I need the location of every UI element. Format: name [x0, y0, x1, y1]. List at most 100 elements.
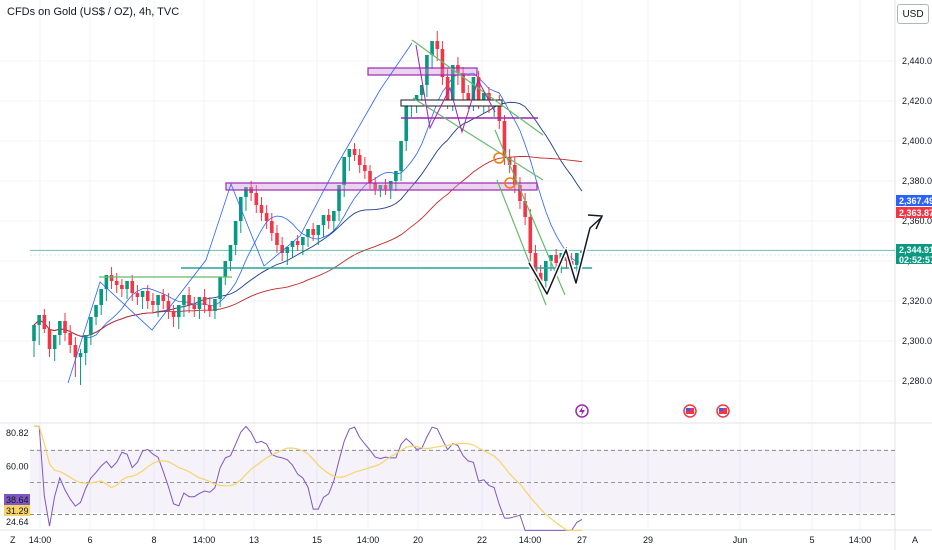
- candle: [306, 229, 310, 247]
- candles[interactable]: [32, 31, 584, 385]
- candle-body: [347, 149, 352, 157]
- candle-body: [166, 301, 171, 311]
- candle-body: [94, 305, 98, 317]
- candle: [182, 295, 186, 317]
- candle: [512, 157, 517, 193]
- candle: [47, 321, 52, 357]
- candle: [270, 213, 274, 241]
- candle-body: [52, 335, 57, 349]
- candle-body: [254, 193, 259, 205]
- rsi-value-badge: [4, 505, 30, 516]
- ma-slow-line: [33, 155, 583, 337]
- time-tick-label: 14:00: [29, 535, 52, 545]
- candle-body: [156, 295, 160, 305]
- resistance-box: [367, 67, 478, 76]
- candle-body: [78, 353, 83, 357]
- candle: [130, 275, 135, 301]
- drawings[interactable]: [67, 39, 604, 384]
- time-axis[interactable]: 14:00 6 8 14:00 13 15 14:00 20 22 14:00 27 29 Jun 5 14…: [10, 535, 918, 545]
- price-tick-label: 2,400.00: [902, 136, 932, 146]
- candle: [120, 279, 124, 297]
- rsi-axis-label: 80.82: [6, 428, 29, 438]
- candle-body: [497, 101, 502, 121]
- candle: [52, 335, 57, 361]
- candle-body: [487, 93, 491, 105]
- price-tick-label: 2,280.00: [902, 376, 932, 386]
- candle-body: [538, 273, 543, 281]
- candle: [347, 149, 352, 171]
- rsi-axis-label: 60.00: [6, 461, 29, 471]
- candle-body: [42, 315, 47, 329]
- candle: [259, 197, 264, 221]
- time-tick-label: 8: [151, 535, 156, 545]
- candle: [32, 325, 36, 357]
- forecast-path: [528, 216, 603, 295]
- rsi-signal-line: [34, 425, 582, 532]
- price-tick-label: 2,320.00: [902, 296, 932, 306]
- candle-body: [507, 157, 512, 165]
- candle-body: [544, 261, 548, 281]
- time-tick-label: 5: [809, 535, 814, 545]
- candle: [223, 261, 228, 285]
- time-tick-label: 14:00: [519, 535, 542, 545]
- pattern-wave: [415, 44, 496, 134]
- candle: [125, 281, 129, 299]
- candle-body: [151, 301, 155, 305]
- candle-body: [145, 291, 150, 301]
- candle: [461, 67, 465, 101]
- candle: [507, 149, 512, 173]
- candle-body: [233, 221, 238, 245]
- currency-button[interactable]: USD: [897, 4, 929, 24]
- time-tick-label: 6: [87, 535, 92, 545]
- candle-body: [357, 155, 362, 165]
- candle: [244, 187, 248, 211]
- flag-canton: [719, 408, 723, 411]
- candle-body: [342, 157, 346, 185]
- time-tick-label: Jun: [733, 535, 748, 545]
- candle-body: [228, 245, 233, 261]
- time-tick-label: 20: [413, 535, 423, 545]
- candle-body: [523, 201, 527, 217]
- price-tick-label: 2,360.00: [902, 216, 932, 226]
- candle-body: [316, 225, 321, 235]
- candle: [368, 165, 372, 189]
- candle: [114, 273, 119, 293]
- candle-body: [275, 233, 279, 245]
- candle-body: [202, 297, 207, 305]
- event-icons[interactable]: [575, 404, 730, 418]
- candle-body: [32, 325, 36, 341]
- candle-body: [394, 171, 398, 181]
- candle-body: [280, 245, 284, 253]
- candle-body: [47, 329, 52, 349]
- candle: [166, 293, 171, 319]
- price-axis[interactable]: 2,280.002,300.002,320.002,340.002,360.00…: [902, 56, 932, 386]
- candle-body: [332, 211, 336, 221]
- trendline-green: [411, 39, 544, 136]
- candle-body: [440, 49, 445, 77]
- candle-body: [182, 295, 186, 305]
- rising-trendline: [67, 42, 413, 384]
- candle: [140, 291, 145, 309]
- candle: [332, 211, 336, 231]
- candle: [176, 305, 181, 329]
- candle-body: [223, 261, 228, 277]
- candle: [161, 289, 166, 309]
- candle-body: [461, 73, 465, 93]
- candle-body: [213, 299, 217, 311]
- us-flag-event-icon: [683, 404, 697, 418]
- candle: [73, 337, 78, 377]
- candle: [89, 317, 93, 345]
- us-flag-event-icon: [716, 404, 730, 418]
- neckline-box: [400, 99, 503, 107]
- rsi-value-badge: [4, 516, 30, 527]
- candle-body: [306, 229, 310, 237]
- candle-body: [466, 93, 471, 101]
- candle-body: [197, 297, 202, 309]
- candle-body: [450, 65, 455, 101]
- candle-body: [368, 171, 372, 183]
- candle: [42, 309, 47, 333]
- candle-body: [301, 237, 305, 245]
- candle-body: [161, 295, 166, 301]
- candle-body: [104, 275, 109, 289]
